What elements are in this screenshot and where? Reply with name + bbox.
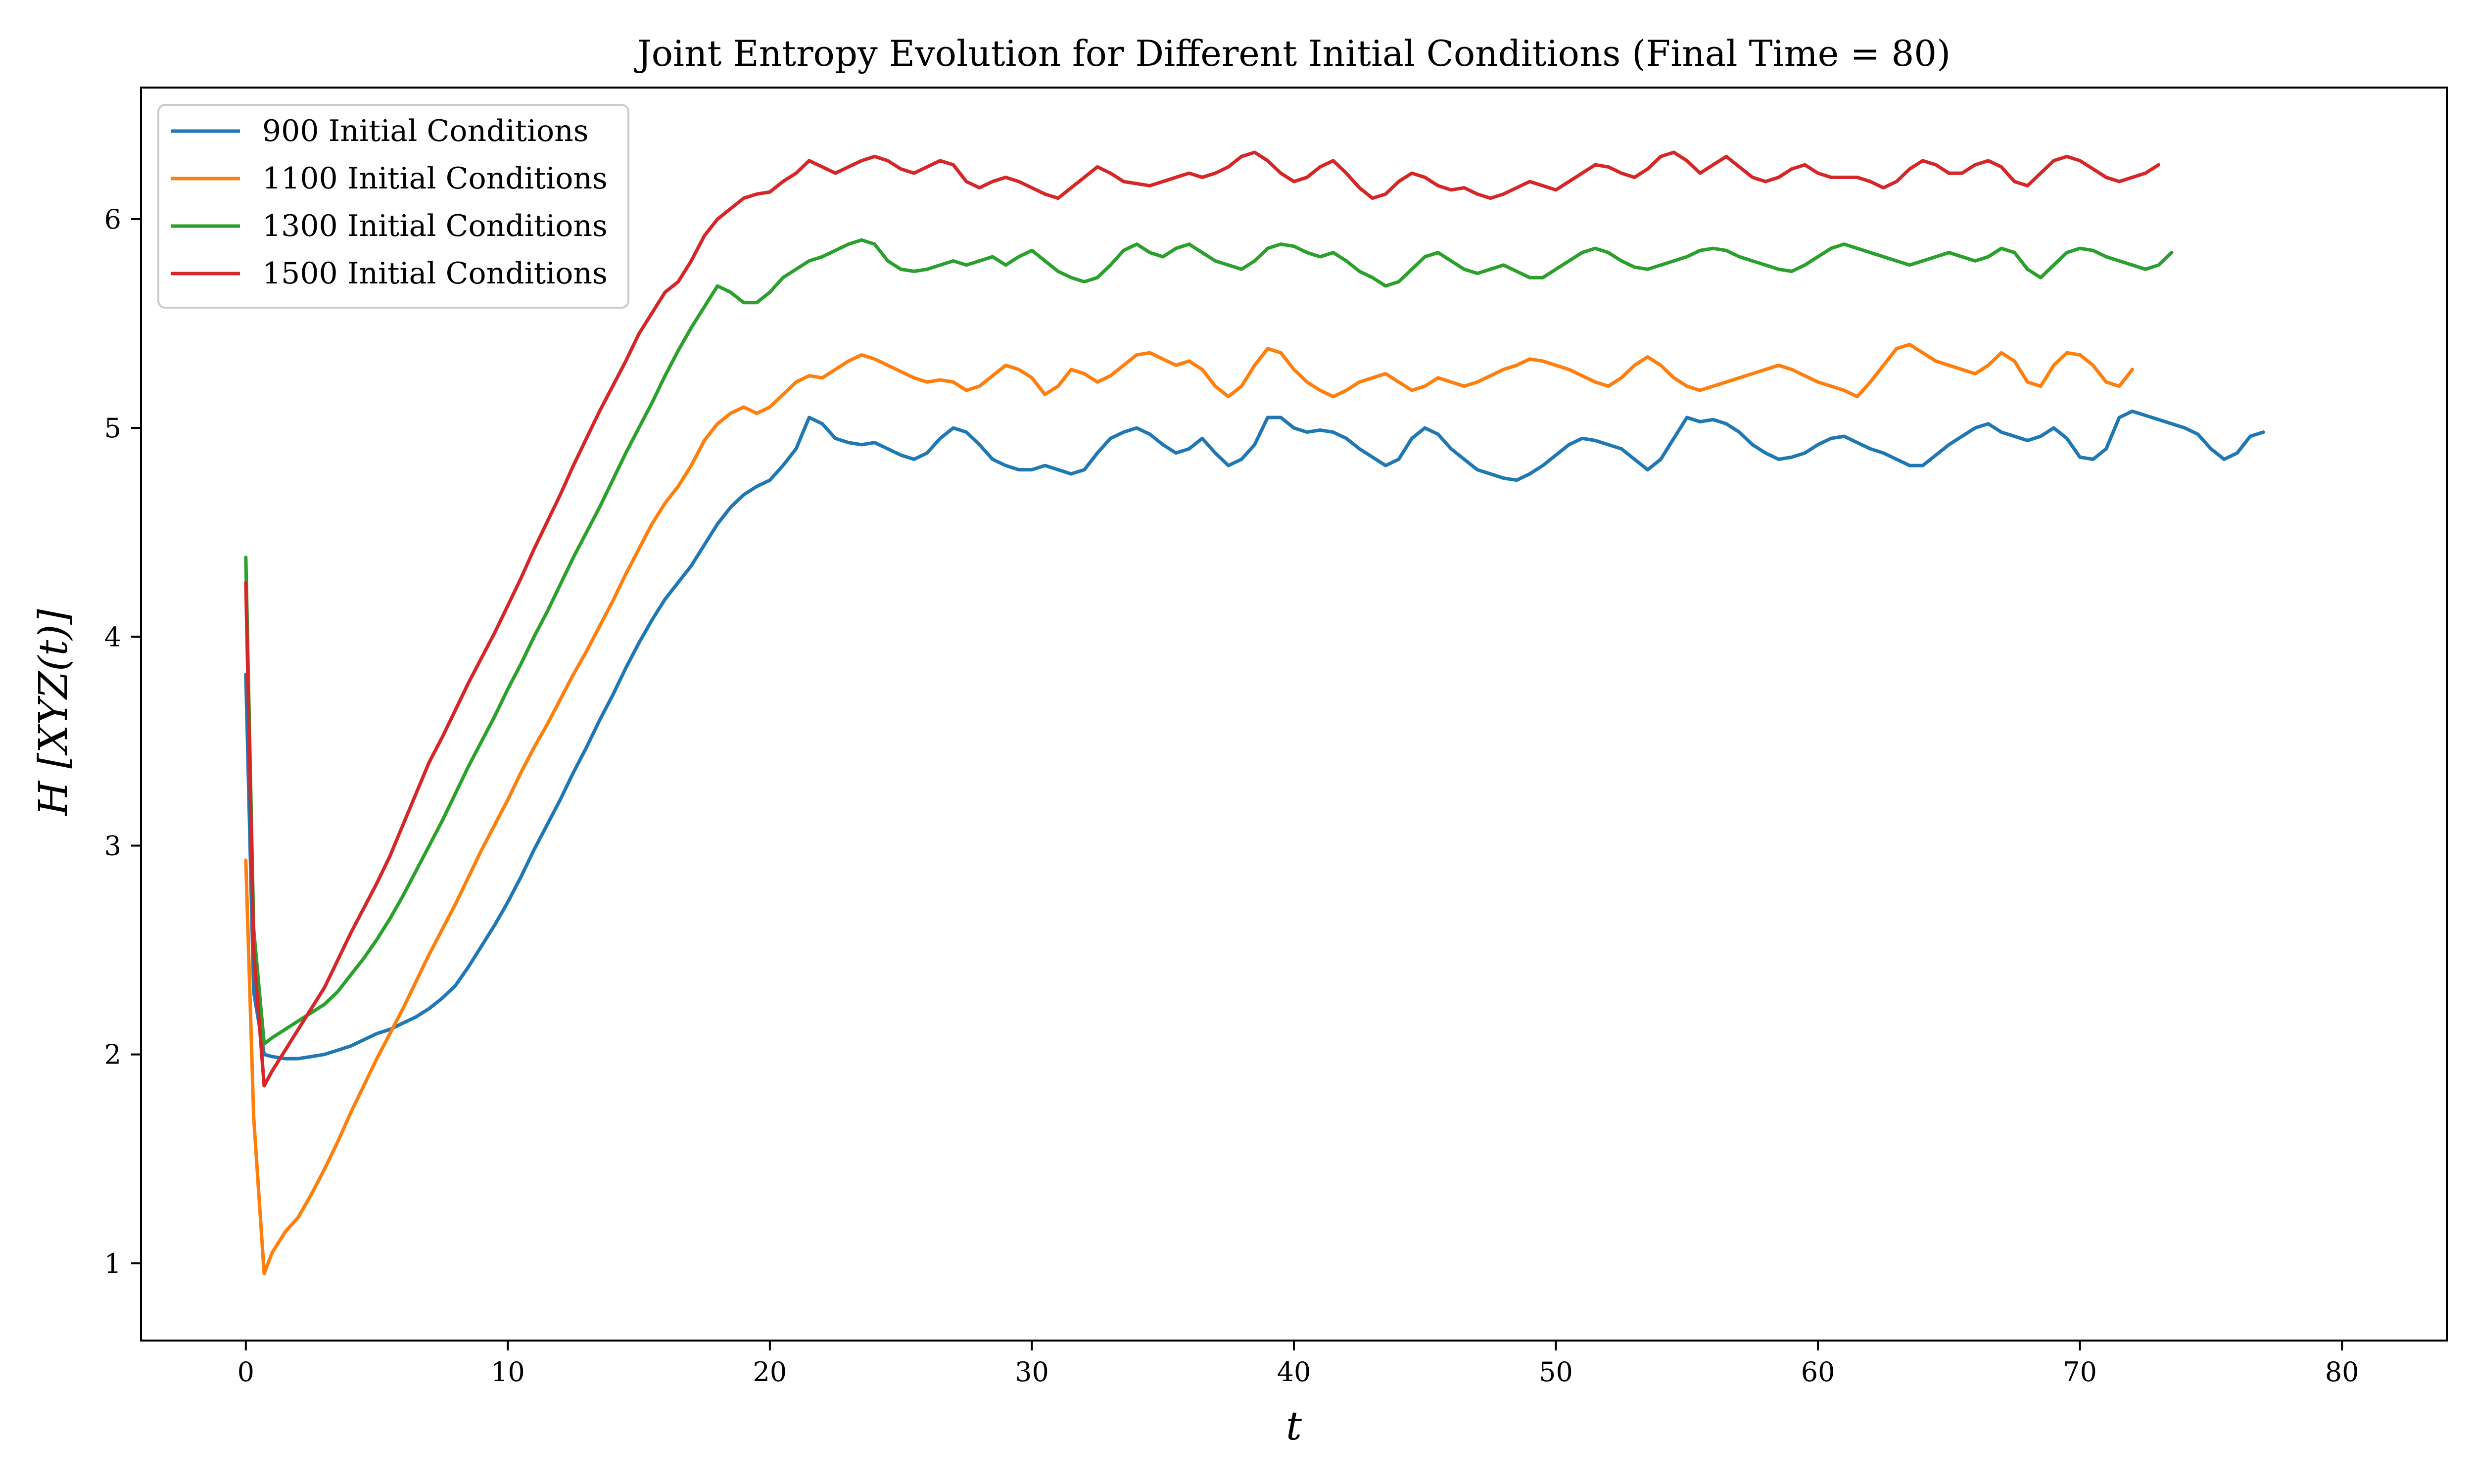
x-tick-label: 40 (1277, 1356, 1311, 1388)
legend-label-1100: 1100 Initial Conditions (262, 161, 608, 196)
y-tick-label: 5 (104, 413, 121, 444)
x-tick-label: 10 (491, 1356, 525, 1388)
legend-frame (157, 104, 629, 309)
x-axis: 0 10 20 30 40 50 60 70 80 (238, 1341, 2359, 1388)
chart-title: Joint Entropy Evolution for Different In… (634, 33, 1951, 74)
y-tick-label: 3 (104, 830, 121, 861)
x-axis-label: t (1286, 1403, 1302, 1449)
legend-label-900: 900 Initial Conditions (262, 114, 589, 148)
x-tick-label: 0 (238, 1356, 254, 1388)
legend-label-1300: 1300 Initial Conditions (262, 209, 608, 243)
series-line-1500 (244, 150, 2160, 1088)
y-axis-label: H [XYZ(t)] (30, 608, 76, 816)
x-tick-label: 20 (753, 1356, 787, 1388)
series-line-1300 (244, 238, 2174, 1046)
y-axis: 1 2 3 4 5 6 (104, 204, 141, 1279)
y-tick-label: 2 (104, 1039, 121, 1070)
series-line-1100 (244, 342, 2134, 1276)
series-line-900 (244, 409, 2265, 1061)
x-tick-label: 60 (1801, 1356, 1835, 1388)
x-tick-label: 70 (2063, 1356, 2097, 1388)
series-layer (244, 150, 2265, 1276)
x-tick-label: 50 (1539, 1356, 1573, 1388)
y-tick-label: 6 (104, 204, 121, 235)
y-tick-label: 1 (104, 1248, 121, 1279)
x-tick-label: 30 (1015, 1356, 1049, 1388)
legend: 900 Initial Conditions 1100 Initial Condi… (157, 104, 629, 309)
x-tick-label: 80 (2325, 1356, 2359, 1388)
y-tick-label: 4 (104, 621, 121, 652)
legend-label-1500: 1500 Initial Conditions (262, 256, 608, 291)
